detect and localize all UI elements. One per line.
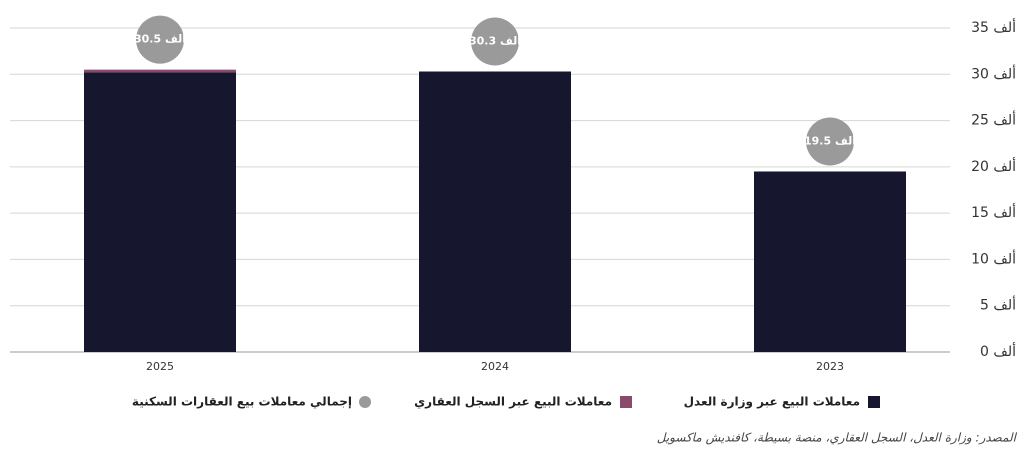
y-tick-label: 15 ألف	[971, 203, 1016, 221]
bar-segment	[419, 71, 571, 352]
bar-segment	[754, 171, 906, 352]
source-note: المصدر: وزارة العدل، السجل العقاري، منصة…	[657, 431, 1018, 445]
legend-marker	[620, 396, 632, 408]
x-tick-label: 2025	[146, 360, 174, 373]
y-tick-label: 25 ألف	[971, 111, 1016, 129]
x-tick-label: 2024	[481, 360, 509, 373]
bar-segment	[84, 69, 236, 73]
total-label: 19.5 ألف	[804, 133, 856, 147]
total-badge	[806, 117, 854, 166]
legend-marker	[868, 396, 880, 408]
total-badge	[471, 17, 519, 66]
y-tick-label: 20 ألف	[971, 157, 1016, 175]
y-tick-label: 35 ألف	[971, 18, 1016, 36]
total-label: 30.5 ألف	[134, 32, 186, 46]
legend-label: إجمالي معاملات بيع العقارات السكنية	[132, 395, 352, 409]
legend-label: معاملات البيع عبر السجل العقاري	[414, 395, 612, 409]
total-badge	[136, 15, 184, 64]
bar-segment	[84, 72, 236, 352]
y-tick-label: 10 ألف	[971, 249, 1016, 267]
y-tick-label: 30 ألف	[971, 64, 1016, 82]
legend-marker	[359, 396, 371, 408]
x-tick-label: 2023	[816, 360, 844, 373]
y-tick-label: 0 ألف	[980, 342, 1016, 360]
y-tick-label: 5 ألف	[980, 296, 1016, 314]
total-label: 30.3 ألف	[469, 34, 521, 48]
legend-label: معاملات البيع عبر وزارة العدل	[684, 395, 860, 410]
